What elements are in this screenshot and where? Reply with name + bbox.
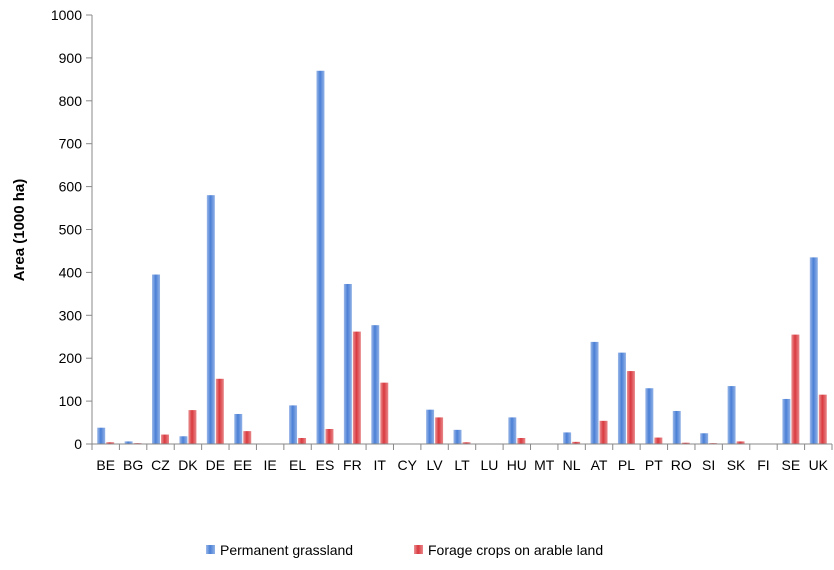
bar-forage-crops-be — [106, 442, 115, 444]
y-tick-label: 900 — [59, 50, 83, 66]
x-tick-label: BG — [123, 457, 143, 473]
legend-label: Forage crops on arable land — [428, 542, 603, 558]
x-tick-label: PT — [645, 457, 663, 473]
bar-permanent-grassland-be — [97, 427, 106, 444]
x-tick-label: SI — [702, 457, 715, 473]
legend-label: Permanent grassland — [220, 542, 353, 558]
x-tick-label: CY — [397, 457, 417, 473]
bar-permanent-grassland-at — [590, 341, 599, 444]
bar-forage-crops-es — [325, 428, 334, 444]
x-tick-label: RO — [671, 457, 692, 473]
y-tick-label: 600 — [59, 179, 83, 195]
bar-permanent-grassland-lv — [426, 409, 435, 444]
y-axis-title: Area (1000 ha) — [11, 179, 28, 282]
bar-forage-crops-hu — [517, 437, 526, 444]
bar-permanent-grassland-lt — [453, 429, 462, 444]
bar-permanent-grassland-el — [289, 405, 298, 444]
bar-permanent-grassland-pl — [617, 352, 626, 444]
y-tick-label: 200 — [59, 350, 83, 366]
x-tick-label: FR — [343, 457, 362, 473]
legend-swatch — [414, 545, 423, 554]
bar-forage-crops-de — [215, 378, 224, 444]
bar-permanent-grassland-fr — [343, 283, 352, 444]
bar-permanent-grassland-bg — [124, 441, 133, 444]
bar-permanent-grassland-dk — [179, 436, 188, 444]
x-tick-label: MT — [534, 457, 555, 473]
x-tick-label: IE — [264, 457, 277, 473]
bar-permanent-grassland-nl — [563, 432, 572, 444]
bar-permanent-grassland-se — [782, 398, 791, 444]
bar-forage-crops-el — [298, 437, 307, 444]
x-tick-label: HU — [507, 457, 527, 473]
x-tick-label: CZ — [151, 457, 170, 473]
x-tick-label: NL — [563, 457, 581, 473]
bar-forage-crops-lt — [462, 442, 471, 444]
y-tick-label: 700 — [59, 136, 83, 152]
bar-permanent-grassland-it — [371, 325, 380, 444]
y-tick-label: 0 — [74, 436, 82, 452]
x-tick-label: SE — [782, 457, 801, 473]
bar-forage-crops-se — [791, 334, 800, 444]
x-axis: BE BG CZ DK DE EE IE EL ES FR IT CY LV LT LU HU MT NL AT PL… — [91, 443, 833, 473]
bar-forage-crops-pl — [626, 371, 635, 444]
x-tick-label: DK — [178, 457, 198, 473]
legend-swatch — [206, 545, 215, 554]
bar-forage-crops-ee — [243, 431, 252, 444]
y-tick-label: 800 — [59, 93, 83, 109]
x-tick-label: SK — [727, 457, 746, 473]
bar-permanent-grassland-si — [700, 433, 709, 444]
x-tick-label: FI — [757, 457, 769, 473]
bar-forage-crops-it — [380, 382, 389, 444]
y-tick-label: 400 — [59, 264, 83, 280]
bar-permanent-grassland-sk — [727, 386, 736, 444]
bar-forage-crops-nl — [572, 441, 581, 444]
x-tick-label: EL — [289, 457, 306, 473]
x-tick-label: BE — [96, 457, 115, 473]
bar-permanent-grassland-ee — [234, 413, 243, 444]
bar-forage-crops-at — [599, 420, 608, 444]
bar-forage-crops-lv — [435, 417, 444, 444]
x-tick-label: UK — [809, 457, 829, 473]
x-tick-label: LU — [480, 457, 498, 473]
bar-permanent-grassland-es — [316, 70, 325, 445]
x-tick-label: AT — [591, 457, 608, 473]
bar-permanent-grassland-cz — [152, 274, 161, 444]
x-tick-label: IT — [374, 457, 387, 473]
y-axis: 0 100 200 300 400 500 600 700 800 900 1000 — [51, 7, 93, 452]
x-tick-label: DE — [206, 457, 225, 473]
legend: Permanent grassland Forage crops on arabl… — [206, 542, 603, 558]
bar-permanent-grassland-ro — [672, 410, 681, 444]
bar-permanent-grassland-de — [206, 195, 215, 444]
y-tick-label: 1000 — [51, 7, 82, 23]
x-tick-label: EE — [233, 457, 252, 473]
bar-permanent-grassland-uk — [809, 257, 818, 444]
bar-forage-crops-sk — [736, 441, 745, 444]
x-tick-label: PL — [618, 457, 635, 473]
x-tick-label: ES — [316, 457, 335, 473]
bar-permanent-grassland-hu — [508, 417, 517, 444]
y-tick-label: 100 — [59, 393, 83, 409]
bar-permanent-grassland-pt — [645, 388, 654, 444]
bar-forage-crops-ro — [681, 442, 690, 444]
bars — [97, 70, 827, 445]
bar-forage-crops-cz — [161, 434, 170, 444]
bar-forage-crops-fr — [352, 331, 361, 444]
x-tick-label: LV — [427, 457, 444, 473]
x-tick-label: LT — [454, 457, 470, 473]
bar-forage-crops-uk — [818, 394, 827, 444]
y-tick-label: 300 — [59, 307, 83, 323]
y-tick-label: 500 — [59, 222, 83, 238]
bar-forage-crops-dk — [188, 410, 197, 444]
bar-forage-crops-pt — [654, 437, 663, 444]
